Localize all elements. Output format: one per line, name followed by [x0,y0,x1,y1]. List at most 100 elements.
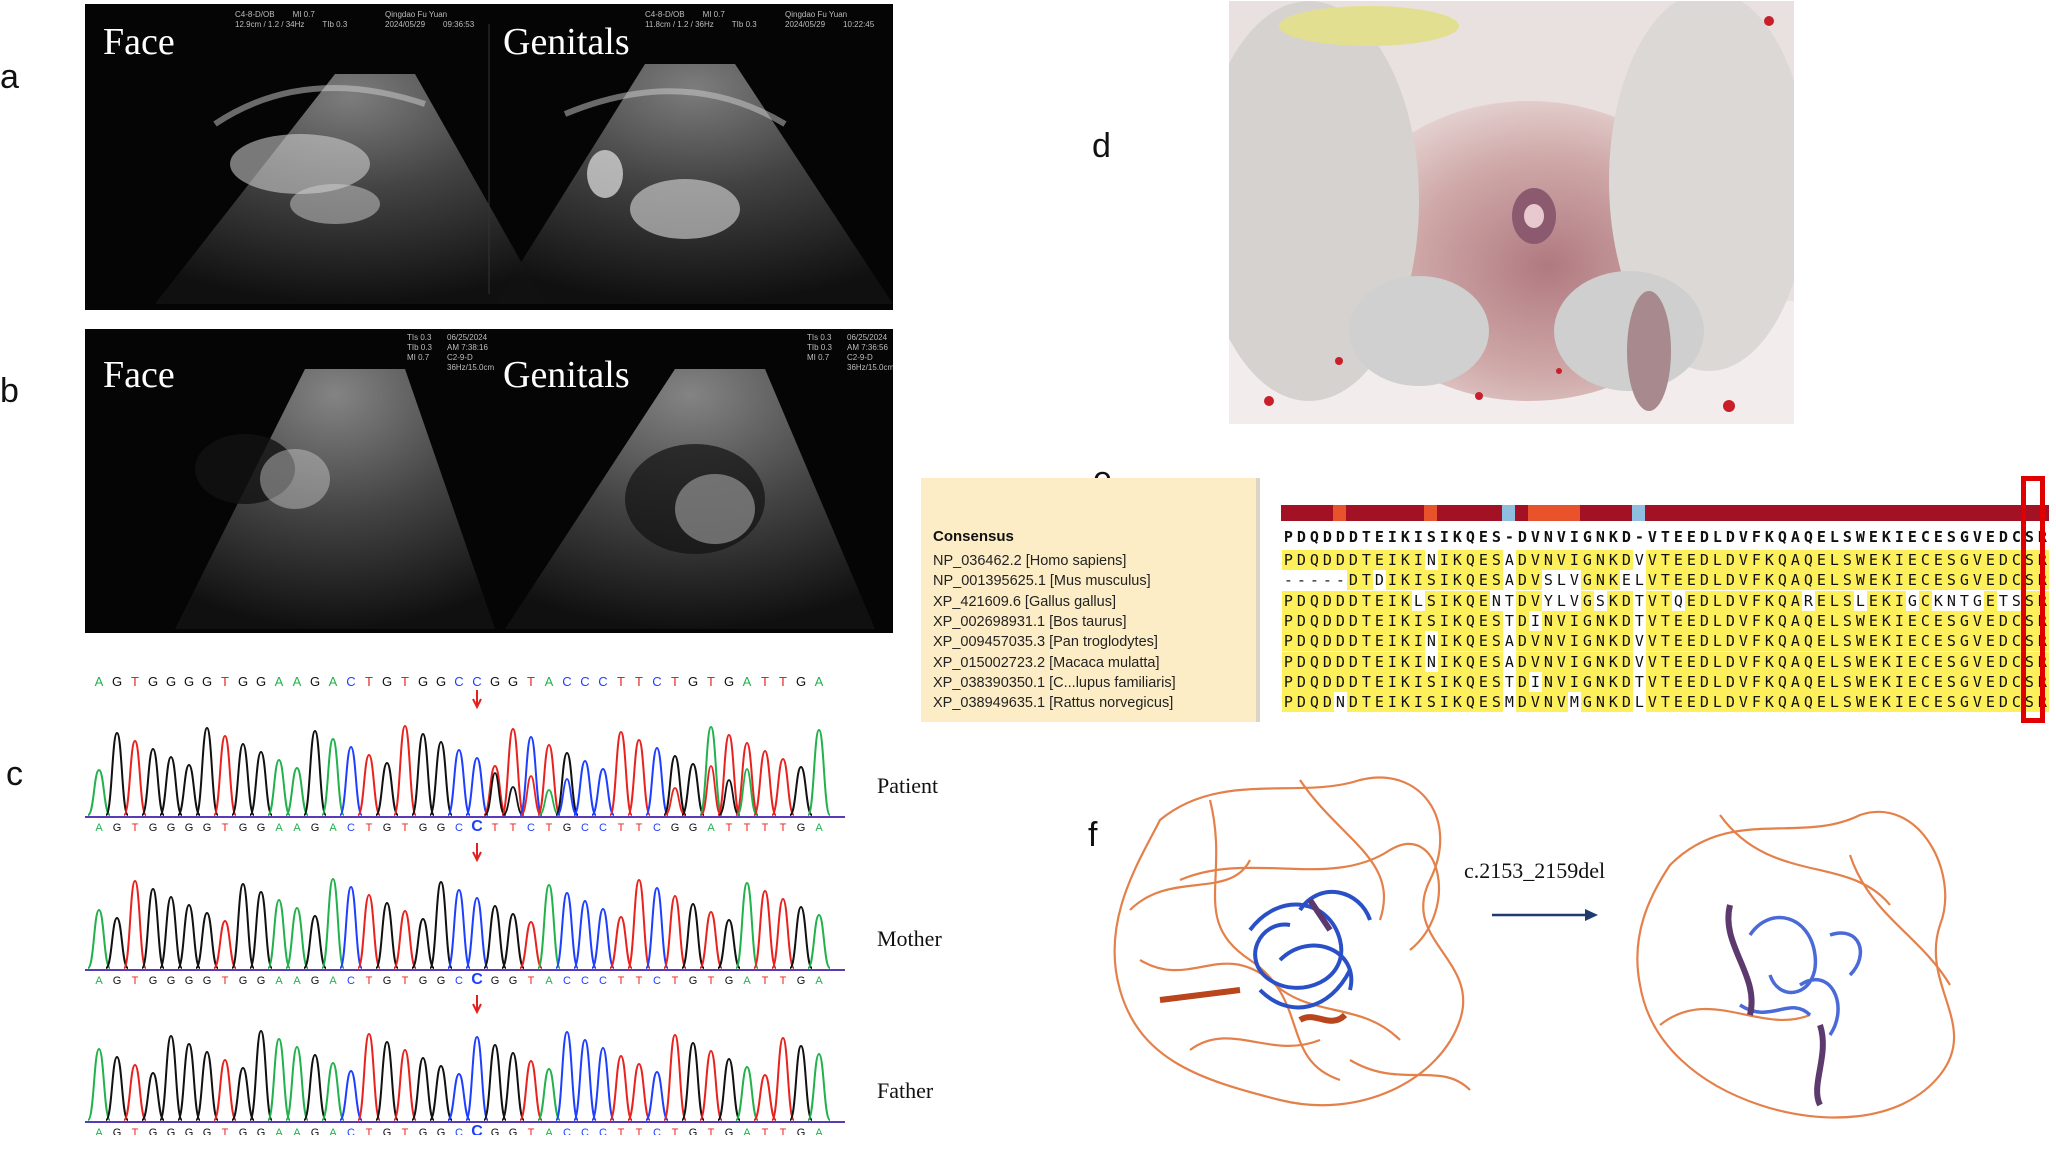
residue: Q [1776,590,1789,611]
residue: D [1516,550,1529,570]
residue: S [1490,610,1503,631]
conservation-cell [1814,505,1828,521]
residue: A [1504,571,1514,590]
conservation-cell [1489,505,1503,521]
trace-base-letter: G [725,975,734,987]
residue: Q [1777,528,1787,546]
residue: I [1386,610,1399,631]
residue: E [1672,631,1685,652]
residue: Q [1802,550,1815,570]
residue: E [1932,610,1945,631]
ultrasound-a-right-meta-2: Qingdao Fu Yuan 2024/05/29 10:22:45 [785,10,875,29]
trace-peak [249,750,273,816]
residue: E [1867,550,1880,570]
residue: T [1659,570,1672,591]
residue: E [1477,631,1490,652]
conservation-cell [1671,505,1685,521]
residue: A [1790,528,1800,546]
residue: D [1997,610,2010,631]
residue: I [1568,550,1581,570]
residue: V [1738,528,1748,546]
residue: E [1984,610,1997,631]
trace-peak [447,888,471,969]
trace-base-letter: G [149,975,158,987]
residue: G [1581,590,1594,611]
trace-base-letter: G [311,1127,320,1135]
residue: D [1725,528,1735,546]
trace-base-letter: G [689,975,698,987]
residue: Q [1308,671,1321,692]
trace-peak [555,751,579,816]
residue: Q [1802,651,1815,672]
trace-peak [141,887,165,969]
residue: P [1282,550,1295,570]
ultrasound-b-face-label: Face [103,354,175,396]
conservation-cell [1736,505,1750,521]
ultrasound-a-right-meta: C4-8-D/OB MI 0.7 11.8cm / 1.2 / 36Hz TIb 0… [645,10,757,29]
mutation-label: c.2153_2159del [1464,858,1606,883]
trace-base-letter: C [455,1127,463,1135]
clinical-photo-image [1229,1,1794,424]
residue: K [1880,671,1893,692]
residue: E [1621,571,1631,590]
mutation-arrow [472,995,482,1015]
reference-base: A [274,674,284,689]
residue: E [1815,610,1828,631]
residue: E [1478,528,1488,546]
residue: A [1789,570,1802,591]
residue: G [1581,692,1594,713]
conservation-cell [2009,505,2023,521]
conservation-cell [1801,505,1815,521]
trace-peak [645,1070,669,1121]
residue: Q [1673,591,1683,610]
trace-base-letter: G [239,975,248,987]
trace-secondary-peak [556,778,578,816]
residue: E [1477,651,1490,672]
residue: E [1373,610,1386,631]
trace-peak [537,883,561,969]
residue: A [1789,631,1802,652]
reference-base: G [489,674,501,689]
trace-peak [339,885,363,969]
trace-peak [321,1061,345,1121]
residue: K [1399,671,1412,692]
residue: C [1919,550,1932,570]
trace-base-letter: T [402,975,409,987]
residue: L [1828,671,1841,692]
residue: E [1867,590,1880,611]
residue: I [1568,631,1581,652]
trace-base-letter: C [347,822,355,834]
trace-base-letter: T [636,1127,643,1135]
residue: V [1555,610,1568,631]
trace-base-letter: T [762,975,769,987]
residue: Q [1464,671,1477,692]
residue: L [1556,571,1566,590]
residue: S [1425,610,1438,631]
residue: K [1607,590,1620,611]
residue: S [1490,631,1503,652]
trace-peak [591,907,615,969]
reference-base: G [417,674,429,689]
conservation-cell [1359,505,1373,521]
trace-base-letter: A [293,822,301,834]
residue: I [1893,590,1906,611]
residue: I [1387,528,1397,546]
residue: K [1399,610,1412,631]
consensus-title: Consensus [933,528,1014,545]
conservation-cell [1463,505,1477,521]
residue: S [1841,550,1854,570]
trace-peak [375,1040,399,1121]
reference-base: G [255,674,267,689]
reference-base: T [131,674,139,689]
trace-base-letter: C [653,975,661,987]
residue: S [2011,591,2021,610]
residue: K [1451,590,1464,611]
trace-base-letter: G [185,1127,194,1135]
residue: S [1945,610,1958,631]
trace-peak [267,758,291,816]
conservation-cell [1502,505,1516,521]
trace-base-letter: A [815,975,823,987]
residue: T [1360,550,1373,570]
trace-peak [411,732,435,816]
